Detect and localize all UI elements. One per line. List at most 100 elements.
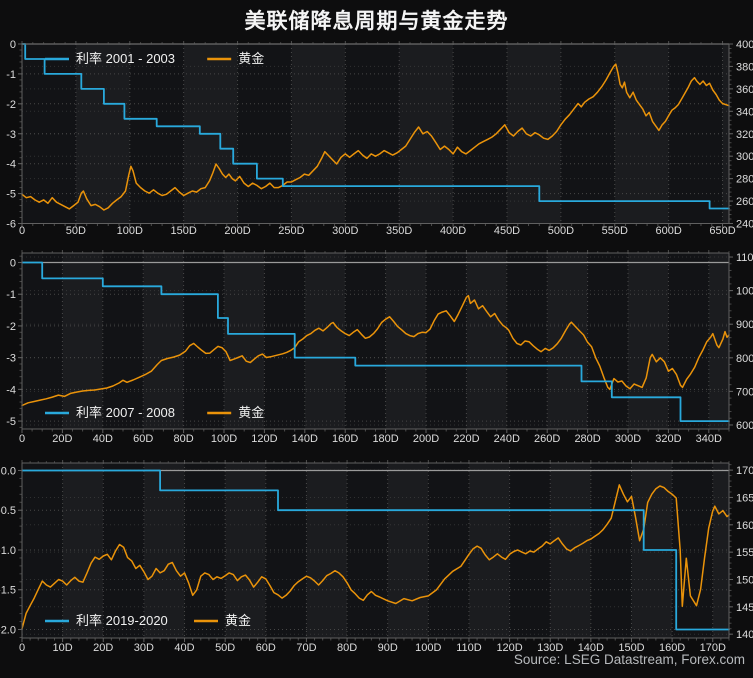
legend-panel-2: 利率 2007 - 2008 黄金 [45, 405, 264, 420]
series-gold-panel-2 [21, 294, 730, 407]
y-tick-label-right: 1450 [736, 602, 753, 614]
x-tick-label: 150D [171, 225, 197, 237]
gridlines [22, 253, 729, 429]
x-tick-label: 160D [659, 642, 685, 654]
y-tick-label-left: -3 [6, 129, 16, 141]
legend-label: 利率 2001 - 2003 [76, 51, 175, 66]
x-tick-label: 10D [53, 642, 73, 654]
x-tick-label: 250D [278, 225, 304, 237]
legend-item: 黄金 [207, 405, 264, 420]
series-gold-panel-1 [21, 63, 730, 211]
left-axis: 0.0 -0.5 -1.0 -1.5 -2.0 [0, 465, 22, 638]
x-tick-label: 650D [709, 225, 735, 237]
x-tick-label: 120D [496, 642, 522, 654]
x-tick-label: 220D [453, 433, 479, 445]
y-tick-label-left: -2 [6, 99, 16, 111]
y-tick-label-right: 600 [736, 420, 753, 432]
legend-item: 利率 2019-2020 [45, 613, 168, 628]
x-tick-label: 80D [337, 642, 357, 654]
y-tick-label-right: 320 [736, 129, 753, 141]
y-tick-label-right: 400 [736, 39, 753, 51]
panel-1: 0 50D 100D 150D 200D 250D 300D 350D 400D 450D 500D… [6, 39, 753, 237]
x-tick-label: 160D [332, 433, 358, 445]
y-tick-label-left: -1.5 [0, 585, 16, 597]
legend-label: 黄金 [238, 405, 264, 420]
y-tick-label-right: 1700 [736, 465, 753, 477]
x-tick-label: 0 [19, 433, 25, 445]
x-tick-label: 150D [618, 642, 644, 654]
y-tick-label-left: -1 [6, 69, 16, 81]
y-tick-label-right: 1400 [736, 629, 753, 641]
x-axis: 0 20D 40D 60D 80D 100D 120D 140D 160D 180D 200D 220… [19, 250, 730, 445]
x-tick-label: 60D [133, 433, 153, 445]
y-tick-label-left: -4 [6, 384, 16, 396]
x-tick-label: 550D [602, 225, 628, 237]
series-rate-panel-1 [21, 43, 730, 210]
x-tick-label: 50D [66, 225, 86, 237]
x-tick-label: 200D [224, 225, 250, 237]
x-tick-label: 60D [256, 642, 276, 654]
x-axis: 0 10D 20D 30D 40D 50D 60D 70D 80D 90D 100D 110D 120D… [19, 460, 730, 654]
x-tick-label: 100D [211, 433, 237, 445]
x-tick-label: 140D [292, 433, 318, 445]
x-tick-label: 280D [574, 433, 600, 445]
y-tick-label-right: 1000 [736, 286, 753, 298]
x-tick-label: 80D [174, 433, 194, 445]
legend-panel-1: 利率 2001 - 2003 黄金 [45, 51, 264, 66]
x-tick-label: 340D [696, 433, 722, 445]
legend-panel-3: 利率 2019-2020 黄金 [45, 613, 251, 628]
x-tick-label: 140D [578, 642, 604, 654]
x-tick-label: 40D [93, 433, 113, 445]
x-tick-label: 300D [332, 225, 358, 237]
y-tick-label-left: 0 [10, 39, 16, 51]
y-tick-label-left: -2 [6, 321, 16, 333]
x-tick-label: 0 [19, 225, 25, 237]
x-tick-label: 100D [117, 225, 143, 237]
series-rate-panel-3 [21, 469, 730, 631]
right-axis: 1700 1650 1600 1550 1500 1450 1400 [729, 464, 753, 641]
y-tick-label-right: 240 [736, 219, 753, 231]
x-axis: 0 50D 100D 150D 200D 250D 300D 350D 400D 450D 500D… [19, 41, 736, 237]
y-tick-label-right: 360 [736, 84, 753, 96]
y-tick-label-left: -1 [6, 289, 16, 301]
legend-label: 利率 2019-2020 [76, 613, 168, 628]
legend-item: 利率 2007 - 2008 [45, 405, 175, 420]
legend-label: 黄金 [238, 51, 264, 66]
source-credit: Source: LSEG Datastream, Forex.com [513, 652, 745, 667]
y-tick-label-right: 340 [736, 106, 753, 118]
x-tick-label: 100D [415, 642, 441, 654]
x-tick-label: 260D [534, 433, 560, 445]
y-tick-label-right: 280 [736, 174, 753, 186]
x-tick-label: 240D [494, 433, 520, 445]
panel-3: 0 10D 20D 30D 40D 50D 60D 70D 80D 90D 100D 110D 120D… [0, 460, 753, 654]
y-tick-label-right: 1100 [736, 252, 753, 264]
x-tick-label: 450D [494, 225, 520, 237]
x-tick-label: 350D [386, 225, 412, 237]
y-tick-label-left: -2.0 [0, 624, 16, 636]
x-tick-label: 400D [440, 225, 466, 237]
x-tick-label: 320D [655, 433, 681, 445]
plot-background-bands [22, 253, 729, 429]
x-tick-label: 130D [537, 642, 563, 654]
left-axis: 0 -1 -2 -3 -4 -5 [6, 255, 22, 428]
y-tick-label-left: -5 [6, 189, 16, 201]
y-tick-label-right: 1500 [736, 574, 753, 586]
legend-label: 黄金 [225, 613, 251, 628]
y-tick-label-left: -3 [6, 353, 16, 365]
x-tick-label: 20D [93, 642, 113, 654]
y-tick-label-left: 0.0 [1, 465, 16, 477]
right-axis: 400 380 360 340 320 300 280 260 240 [729, 39, 753, 231]
y-tick-label-right: 300 [736, 151, 753, 163]
plot-background-bands [22, 463, 729, 638]
y-tick-label-right: 700 [736, 386, 753, 398]
right-axis: 1100 1000 900 800 700 600 [729, 252, 753, 432]
x-tick-label: 170D [700, 642, 726, 654]
y-tick-label-left: -5 [6, 416, 16, 428]
x-tick-label: 50D [215, 642, 235, 654]
x-tick-label: 300D [615, 433, 641, 445]
panel-2: 0 20D 40D 60D 80D 100D 120D 140D 160D 180D 200D 220… [6, 250, 753, 445]
x-tick-label: 500D [548, 225, 574, 237]
legend-label: 利率 2007 - 2008 [76, 405, 175, 420]
